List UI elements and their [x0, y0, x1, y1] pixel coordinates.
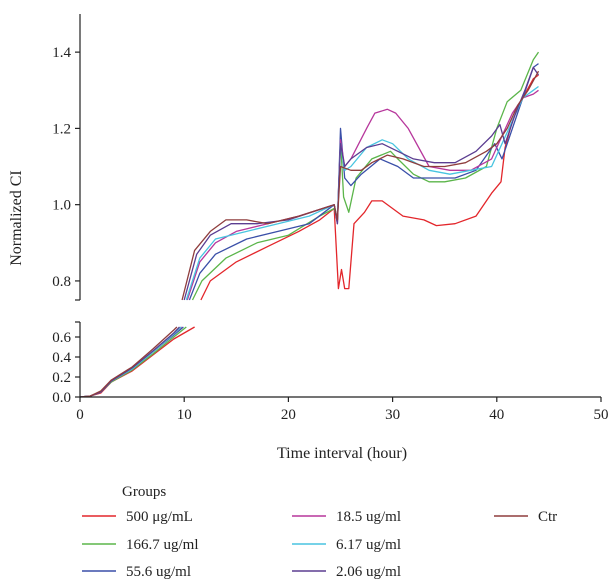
x-tick-label: 50 [594, 407, 609, 423]
series-line-ctr [181, 70, 540, 301]
legend-item: 2.06 ug/ml [292, 564, 401, 580]
legend-label: 500 μg/mL [126, 509, 193, 525]
y-tick-label: 1.4 [52, 45, 71, 61]
x-tick-label: 0 [76, 407, 84, 423]
series-line-ctr-lower [79, 326, 178, 398]
axes [75, 14, 602, 402]
x-tick-label: 40 [489, 407, 504, 423]
y-tick-label: 0.4 [52, 350, 71, 366]
y-tick-label: 0.6 [52, 330, 71, 346]
legend-item: 166.7 ug/ml [82, 537, 199, 553]
series-line-500-g-ml [200, 74, 539, 301]
series-line-55-6-ug-ml [188, 63, 539, 301]
y-tick-label: 1.0 [52, 198, 71, 214]
legend-title: Groups [122, 484, 166, 500]
x-tick-label: 10 [177, 407, 192, 423]
legend-item: 55.6 ug/ml [82, 564, 191, 580]
x-axis-label: Time interval (hour) [277, 445, 407, 462]
legend-label: 166.7 ug/ml [126, 537, 199, 553]
x-tick-label: 30 [385, 407, 400, 423]
y-tick-label: 0.2 [52, 370, 71, 386]
legend-label: 18.5 ug/ml [336, 509, 401, 525]
y-tick-label: 0.8 [52, 274, 71, 290]
tick-labels: 0.8 1.0 1.2 1.4 0.0 0.2 0.4 0.6 0 10 20 30 40 50 [52, 45, 608, 423]
series-line-2-06-ug-ml-lower [79, 326, 180, 398]
legend-label: Ctr [538, 509, 557, 525]
series-line-6-17-ug-ml [185, 85, 539, 301]
legend-item: 18.5 ug/ml [292, 509, 401, 525]
x-tick-label: 20 [281, 407, 296, 423]
legend-label: 2.06 ug/ml [336, 564, 401, 580]
series-line-18-5-ug-ml [186, 89, 539, 301]
legend-item: 500 μg/mL [82, 509, 193, 525]
legend-label: 6.17 ug/ml [336, 537, 401, 553]
y-tick-label: 0.0 [52, 390, 71, 406]
y-axis-label: Normalized CI [8, 170, 25, 266]
y-tick-label: 1.2 [52, 121, 71, 137]
legend-item: 6.17 ug/ml [292, 537, 401, 553]
legend-item: Ctr [494, 509, 557, 525]
lower-panel-lines [79, 326, 195, 398]
legend-label: 55.6 ug/ml [126, 564, 191, 580]
legend: Groups 500 μg/mL 166.7 ug/ml 55.6 ug/ml 18.… [82, 484, 557, 580]
upper-panel-lines [181, 51, 540, 301]
series-line-2-06-ug-ml [183, 66, 540, 301]
series-line-166-7-ug-ml [191, 51, 540, 301]
